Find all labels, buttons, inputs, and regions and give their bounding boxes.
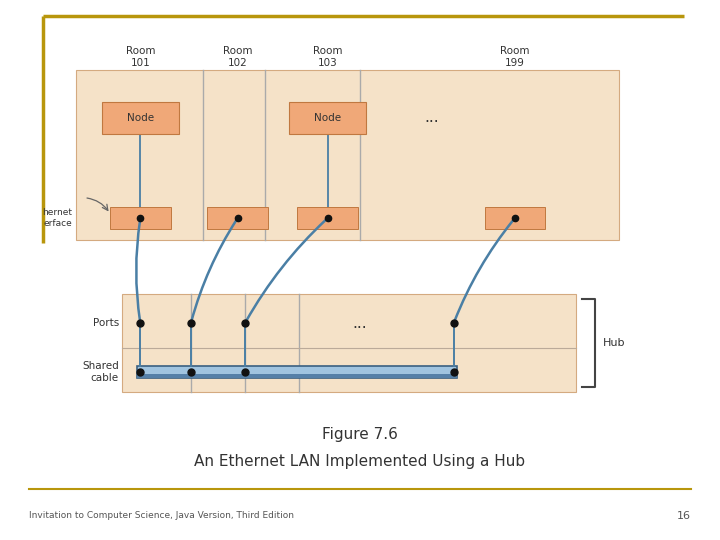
Text: Room
102: Room 102 <box>223 46 252 68</box>
Text: 16: 16 <box>678 511 691 521</box>
Text: An Ethernet LAN Implemented Using a Hub: An Ethernet LAN Implemented Using a Hub <box>194 454 526 469</box>
Bar <box>110 207 171 229</box>
Text: Node: Node <box>127 113 154 123</box>
Text: Room
103: Room 103 <box>313 46 342 68</box>
Bar <box>207 207 268 229</box>
Text: Shared
cable: Shared cable <box>82 361 119 383</box>
Text: ...: ... <box>425 110 439 125</box>
Bar <box>137 366 457 378</box>
Bar <box>297 207 358 229</box>
Text: Hub: Hub <box>603 338 626 348</box>
Bar <box>76 70 619 240</box>
Text: hernet
erface: hernet erface <box>42 208 72 228</box>
Bar <box>122 294 576 392</box>
FancyBboxPatch shape <box>102 102 179 134</box>
Text: Room
101: Room 101 <box>126 46 155 68</box>
Bar <box>137 374 457 378</box>
FancyBboxPatch shape <box>289 102 366 134</box>
Text: Invitation to Computer Science, Java Version, Third Edition: Invitation to Computer Science, Java Ver… <box>29 511 294 520</box>
Text: Node: Node <box>314 113 341 123</box>
Text: ...: ... <box>353 316 367 331</box>
Bar <box>485 207 545 229</box>
Text: Ports: Ports <box>93 319 119 328</box>
Text: Figure 7.6: Figure 7.6 <box>322 427 398 442</box>
Text: Room
199: Room 199 <box>500 46 529 68</box>
